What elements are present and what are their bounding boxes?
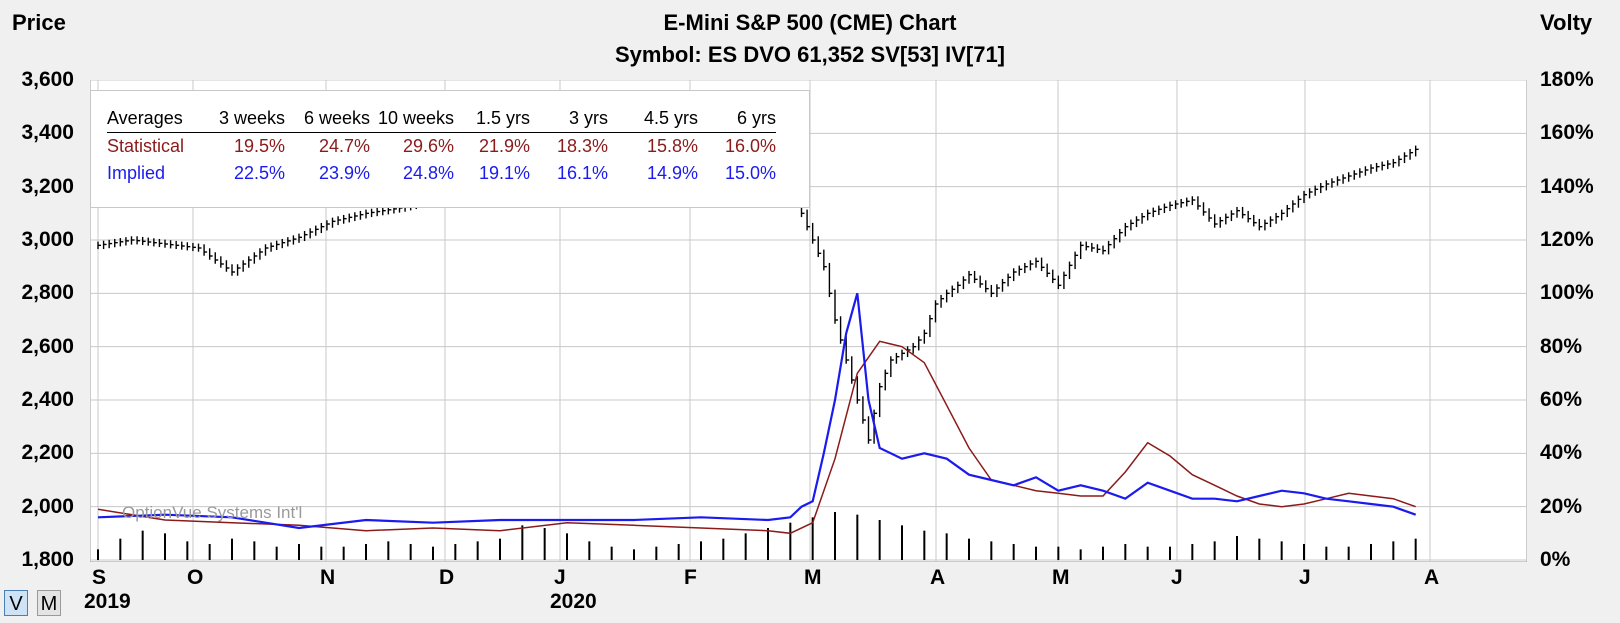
price-tick-label: 2,200 [21,441,74,465]
month-tick-label: M [1052,566,1070,589]
volty-tick-label: 180% [1540,68,1594,91]
stats-cell: 22.5% [233,163,285,183]
watermark: OptionVue Systems Int'l [122,503,303,522]
volty-tick-label: 120% [1540,228,1594,251]
month-tick-label: A [930,566,946,589]
price-tick-label: 3,600 [21,68,74,91]
volty-tick-label: 60% [1540,388,1583,411]
month-tick-label: J [1299,566,1311,589]
month-tick-label: N [320,566,336,589]
price-tick-label: 3,400 [21,121,74,145]
price-tick-label: 2,800 [21,281,74,305]
stats-cell: Statistical [107,136,185,156]
stats-header-cell: 1.5 yrs [454,105,530,133]
volty-tick-label: 0% [1540,548,1571,571]
stats-cell: 16.1% [556,163,608,183]
month-tick-label: D [439,566,455,589]
right-axis-title: Volty [1540,10,1593,35]
stats-statistical-row: Statistical 19.5% 24.7% 29.6% 21.9% 18.3… [107,133,776,161]
stats-cell: 24.8% [402,163,454,183]
price-tick-label: 3,200 [21,174,74,198]
volty-tick-label: 140% [1540,174,1594,198]
implied-volatility-line [97,293,1417,530]
stats-cell: 19.1% [478,163,530,183]
left-axis-title: Price [12,10,66,35]
chart-title: E-Mini S&P 500 (CME) Chart [663,10,957,35]
volty-tick-label: 80% [1540,334,1583,358]
statistical-volatility-line [97,340,1416,535]
volume-toggle-button[interactable]: V [4,590,28,616]
chart-subtitle: Symbol: ES DVO 61,352 SV[53] IV[71] [614,42,1006,67]
stats-cell: 18.3% [556,136,608,156]
stats-cell: 16.0% [724,136,776,156]
stats-header-cell: 6 yrs [698,105,776,133]
month-tick-label: J [1171,566,1183,589]
stats-cell: 15.8% [646,136,698,156]
stats-header-cell: 6 weeks [285,105,370,133]
stats-header-cell: Averages [107,105,207,133]
stats-cell: 15.0% [724,163,776,183]
month-tick-label: O [187,566,204,589]
stats-cell: 29.6% [402,136,454,156]
volty-tick-label: 20% [1540,494,1583,518]
year-tick-label: 2019 [84,590,131,613]
month-tick-label: A [1424,566,1440,589]
stats-cell: 19.5% [233,136,285,156]
volty-tick-label: 160% [1540,121,1594,145]
volatility-averages-table: Averages 3 weeks 6 weeks 10 weeks 1.5 yr… [90,90,810,208]
stats-implied-row: Implied 22.5% 23.9% 24.8% 19.1% 16.1% 14… [107,160,776,187]
volty-tick-label: 40% [1540,441,1583,465]
month-tick-label: M [804,566,822,589]
volty-tick-label: 100% [1540,281,1594,305]
stats-header-cell: 3 yrs [530,105,608,133]
price-tick-label: 1,800 [21,548,74,571]
price-tick-label: 2,000 [21,494,74,518]
stats-header-cell: 10 weeks [370,105,454,133]
price-tick-label: 2,400 [21,388,74,411]
monthly-toggle-button[interactable]: M [37,590,61,616]
price-tick-label: 2,600 [21,334,74,358]
stats-cell: 23.9% [318,163,370,183]
month-tick-label: F [684,566,697,589]
stats-cell: 21.9% [478,136,530,156]
stats-header-cell: 4.5 yrs [608,105,698,133]
stats-cell: 24.7% [318,136,370,156]
stats-cell: Implied [107,163,166,183]
stats-header-row: Averages 3 weeks 6 weeks 10 weeks 1.5 yr… [107,105,776,133]
month-tick-label: S [92,566,107,589]
year-tick-label: 2020 [550,590,597,613]
stats-cell: 14.9% [646,163,698,183]
price-tick-label: 3,000 [21,228,74,251]
month-tick-label: J [554,566,566,589]
stats-header-cell: 3 weeks [207,105,285,133]
